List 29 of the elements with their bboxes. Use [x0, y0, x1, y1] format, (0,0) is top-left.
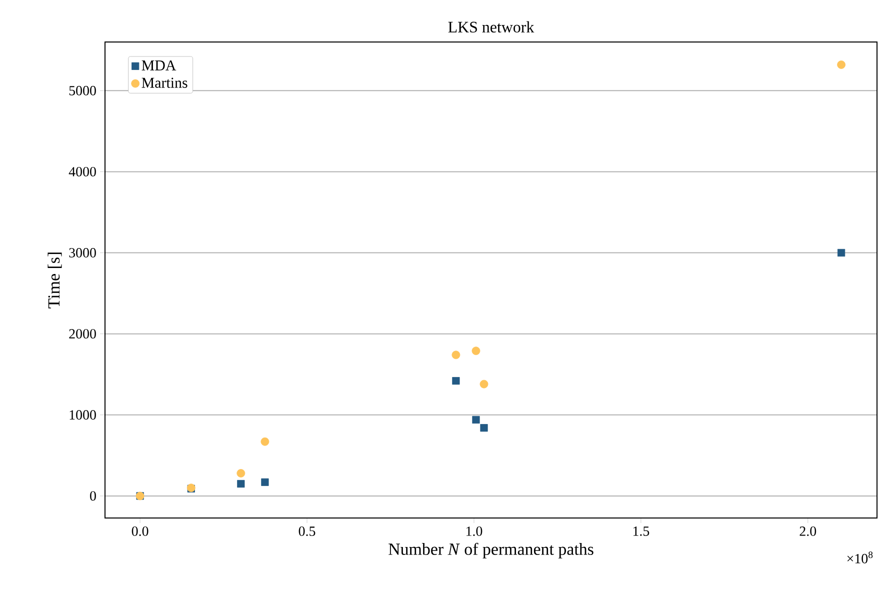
point — [472, 346, 480, 356]
text: ×10$^{8}$ — [847, 552, 873, 564]
point — [837, 248, 846, 257]
legend-label: MDA — [142, 60, 176, 70]
point — [837, 60, 846, 69]
point — [452, 350, 460, 360]
point — [480, 424, 488, 432]
y-tick-label: 4000 — [68, 166, 96, 176]
y-axis-title: Time [s] — [48, 252, 62, 308]
x-axis-title: Number N of permanent paths — [388, 542, 594, 558]
y-tick-label: 0 — [90, 491, 96, 501]
x-tick-label: 0.5 — [298, 526, 316, 536]
point — [236, 469, 246, 478]
point — [260, 437, 270, 446]
y-tick-label: 3000 — [69, 248, 96, 258]
point — [237, 480, 245, 488]
legend-label: Martins — [142, 78, 188, 88]
y-tick-label: 2000 — [69, 329, 96, 339]
x-tick-label: 1.0 — [466, 526, 482, 536]
point — [472, 416, 480, 424]
point — [480, 380, 488, 388]
point — [261, 478, 269, 486]
x-tick-label: 2.0 — [800, 526, 816, 536]
y-tick-label: 1000 — [70, 410, 96, 420]
point — [452, 377, 460, 385]
x-tick-label: 0.0 — [132, 526, 148, 536]
x-tick-label: 1.5 — [633, 526, 650, 536]
y-tick-label: 5000 — [69, 86, 96, 96]
chart-title: LKS network — [448, 21, 534, 32]
